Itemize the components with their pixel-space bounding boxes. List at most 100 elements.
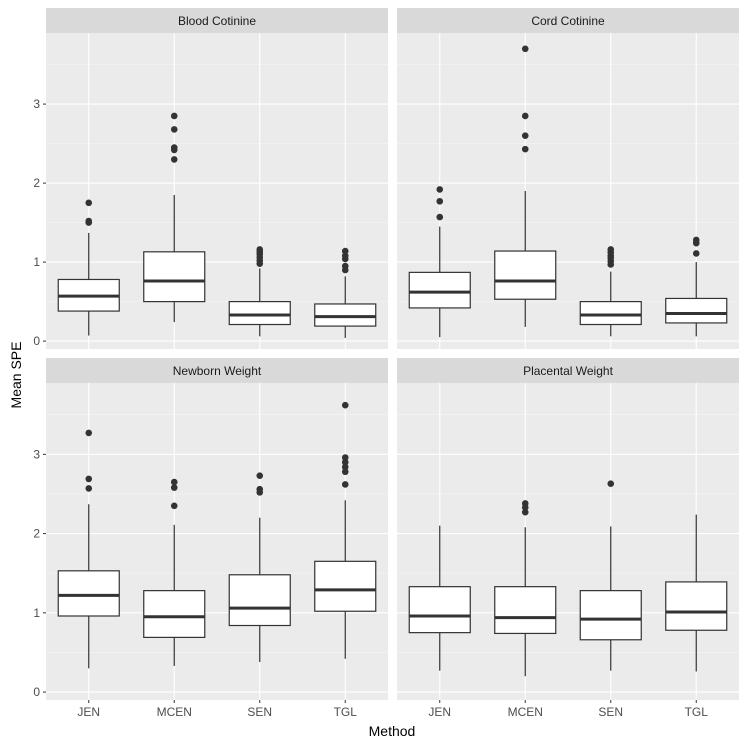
iqr-box <box>228 574 291 627</box>
outlier-point <box>436 213 444 221</box>
outlier-point <box>85 475 93 483</box>
outlier-point <box>341 262 349 270</box>
box-tgl <box>314 401 377 659</box>
y-tick-label: 3 <box>33 447 40 461</box>
facet-strip <box>46 358 388 383</box>
box-tgl <box>314 247 377 338</box>
iqr-box <box>665 297 728 324</box>
y-tick-label: 2 <box>33 176 40 190</box>
x-tick-label: JEN <box>428 705 451 719</box>
outlier-point <box>170 126 178 133</box>
outlier-point <box>521 45 529 53</box>
y-tick-label: 1 <box>33 606 40 620</box>
x-tick-label: SEN <box>247 705 272 719</box>
box-mcen <box>143 112 206 323</box>
facet-panel: Placental Weight JEN MCEN SEN TGL <box>397 358 739 719</box>
outlier-point <box>521 132 529 139</box>
y-tick-label: 1 <box>33 255 40 269</box>
box-mcen <box>143 478 206 666</box>
y-tick-label: 2 <box>33 527 40 541</box>
iqr-box <box>228 301 291 326</box>
facet-strip <box>46 8 388 33</box>
x-tick-label: JEN <box>77 705 100 719</box>
outlier-point <box>341 458 349 466</box>
outlier-point <box>436 197 444 205</box>
outlier-point <box>85 217 93 225</box>
iqr-box <box>665 581 728 631</box>
box-jen <box>408 186 471 338</box>
outlier-point <box>170 478 178 486</box>
x-tick-label: MCEN <box>157 705 192 719</box>
outlier-point <box>85 429 93 437</box>
outlier-point <box>341 468 349 476</box>
outlier-point <box>692 236 700 244</box>
facet-title: Placental Weight <box>523 364 613 378</box>
iqr-box <box>57 570 120 617</box>
x-axis-title: Method <box>369 723 416 739</box>
iqr-box <box>579 301 642 326</box>
outlier-point <box>521 500 529 507</box>
facet-panels: Blood Cotinine 0 1 2 3 Cord Cotinine Newborn W… <box>33 8 739 719</box>
iqr-box <box>579 590 642 641</box>
y-axis-title: Mean SPE <box>8 342 24 409</box>
iqr-box <box>494 586 557 635</box>
outlier-point <box>341 463 349 471</box>
x-tick-label: TGL <box>334 705 358 719</box>
box-mcen <box>494 45 557 327</box>
outlier-point <box>85 485 93 492</box>
iqr-box <box>408 586 471 634</box>
box-jen <box>57 199 120 336</box>
outlier-point <box>341 247 349 255</box>
panel-background <box>46 383 388 700</box>
outlier-point <box>436 186 444 193</box>
outlier-point <box>341 401 349 409</box>
x-tick-label: MCEN <box>508 705 543 719</box>
iqr-box <box>314 303 377 327</box>
box-tgl <box>665 236 728 337</box>
facet-title: Cord Cotinine <box>531 14 605 28</box>
outlier-point <box>170 112 178 120</box>
box-tgl <box>665 514 728 672</box>
facet-panel: Blood Cotinine 0 1 2 3 <box>33 8 388 349</box>
outlier-point <box>170 156 178 163</box>
outlier-point <box>85 199 93 207</box>
box-sen <box>579 480 642 671</box>
outlier-point <box>341 481 349 488</box>
outlier-point <box>341 252 349 260</box>
y-tick-label: 3 <box>33 97 40 111</box>
outlier-point <box>692 250 700 257</box>
box-sen <box>579 246 642 337</box>
facet-panel: Cord Cotinine <box>397 8 739 349</box>
outlier-point <box>170 144 178 151</box>
outlier-point <box>607 480 615 487</box>
iqr-box <box>314 560 377 612</box>
iqr-box <box>143 251 206 303</box>
outlier-point <box>341 454 349 461</box>
outlier-point <box>521 145 529 153</box>
y-tick-label: 0 <box>33 685 40 699</box>
outlier-point <box>256 472 264 480</box>
box-jen <box>408 525 471 671</box>
outlier-point <box>521 112 529 120</box>
outlier-point <box>607 246 615 253</box>
iqr-box <box>143 590 206 638</box>
outlier-point <box>170 502 178 510</box>
box-mcen <box>494 500 557 677</box>
iqr-box <box>494 250 557 300</box>
facet-strip <box>397 8 739 33</box>
x-tick-label: SEN <box>598 705 623 719</box>
box-sen <box>228 472 291 662</box>
facet-title: Blood Cotinine <box>178 14 256 28</box>
box-sen <box>228 246 291 337</box>
outlier-point <box>170 484 178 491</box>
facet-panel: Newborn Weight 0 1 2 3 JEN MCEN SEN TGL <box>33 358 388 719</box>
facet-title: Newborn Weight <box>173 364 262 378</box>
outlier-point <box>256 246 264 253</box>
panel-background <box>397 383 739 700</box>
y-tick-label: 0 <box>33 334 40 348</box>
x-tick-label: TGL <box>685 705 709 719</box>
iqr-box <box>408 271 471 309</box>
box-jen <box>57 429 120 669</box>
outlier-point <box>521 508 529 516</box>
